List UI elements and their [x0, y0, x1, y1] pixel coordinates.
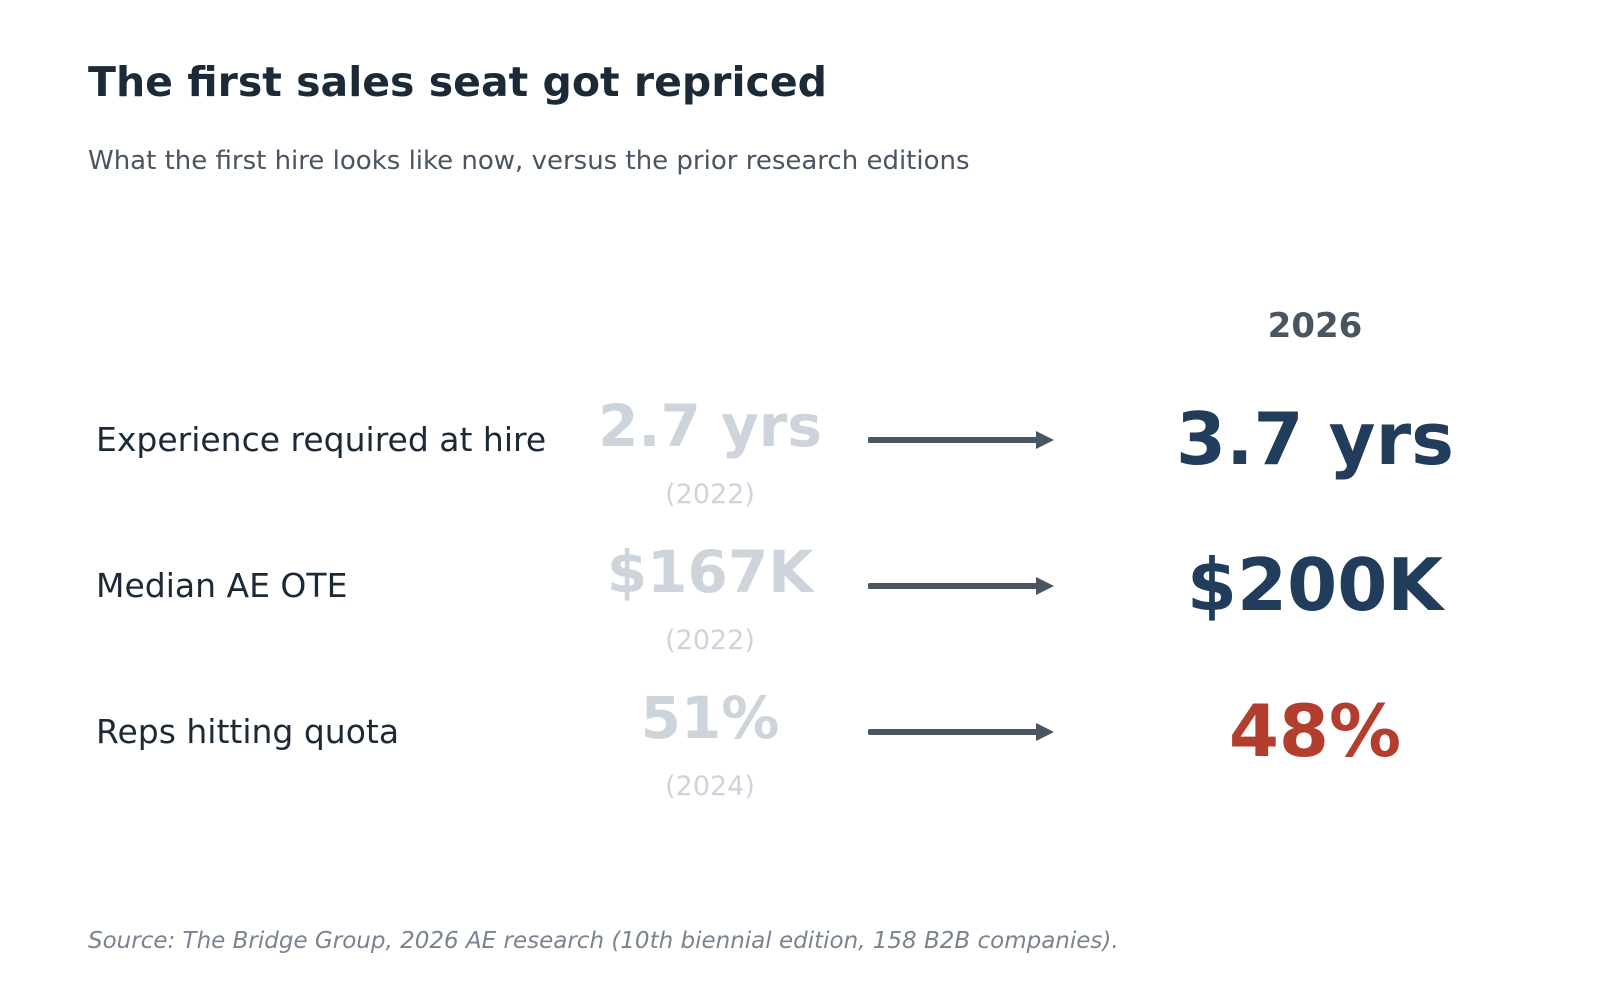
current-value: 48%: [1228, 689, 1402, 773]
prior-value: 51%: [640, 684, 780, 752]
prior-value: 2.7 yrs: [598, 392, 822, 460]
prior-year: (2024): [665, 771, 755, 802]
chart-title: The first sales seat got repriced: [88, 58, 827, 106]
row-label: Median AE OTE: [96, 566, 348, 605]
prior-year: (2022): [665, 625, 755, 656]
comparison-row-ote: Median AE OTE $167K (2022) $200K: [0, 541, 1600, 681]
row-label: Experience required at hire: [96, 420, 547, 459]
row-label: Reps hitting quota: [96, 712, 400, 751]
source-note: Source: The Bridge Group, 2026 AE resear…: [88, 928, 1119, 954]
right-arrow-icon: [868, 431, 1054, 449]
comparison-row-quota: Reps hitting quota 51% (2024) 48%: [0, 687, 1600, 827]
prior-value: $167K: [606, 538, 814, 606]
current-value: 3.7 yrs: [1176, 397, 1454, 481]
current-value: $200K: [1186, 543, 1444, 627]
chart-subtitle: What the first hire looks like now, vers…: [88, 146, 970, 176]
right-arrow-icon: [868, 723, 1054, 741]
prior-year: (2022): [665, 479, 755, 510]
current-year-header: 2026: [1267, 306, 1363, 346]
right-arrow-icon: [868, 577, 1054, 595]
comparison-row-experience: Experience required at hire 2.7 yrs (202…: [0, 395, 1600, 535]
